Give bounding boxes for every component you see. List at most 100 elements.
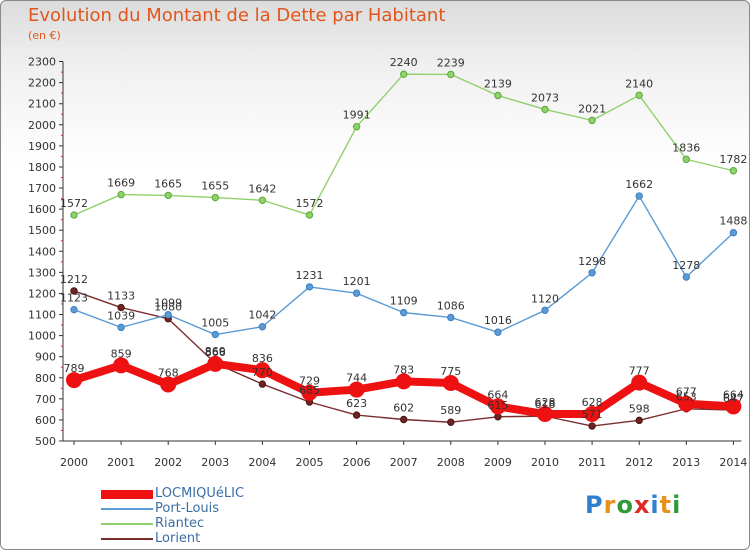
data-label: 1488 bbox=[719, 215, 747, 228]
data-point bbox=[211, 193, 220, 202]
data-label: 2240 bbox=[390, 56, 418, 69]
data-label: 571 bbox=[582, 408, 603, 421]
y-tick-label: 2000 bbox=[28, 119, 56, 132]
data-label: 1016 bbox=[484, 314, 512, 327]
x-tick-label: 2001 bbox=[107, 456, 135, 469]
data-label: 1298 bbox=[578, 255, 606, 268]
data-label: 1201 bbox=[343, 275, 371, 288]
y-tick-label: 2200 bbox=[28, 77, 56, 90]
y-tick-label: 1700 bbox=[28, 182, 56, 195]
data-label: 1039 bbox=[107, 309, 135, 322]
x-tick-label: 2005 bbox=[296, 456, 324, 469]
data-point bbox=[164, 311, 172, 319]
data-point bbox=[352, 122, 361, 131]
data-label: 1109 bbox=[390, 295, 418, 308]
chart-title: Evolution du Montant de la Dette par Hab… bbox=[28, 5, 446, 26]
data-labels: 1212 1133 1080 869 770 685 623 602 589 615 618 571 5… bbox=[60, 56, 747, 421]
data-point bbox=[541, 105, 549, 114]
data-label: 768 bbox=[158, 367, 179, 380]
data-point bbox=[588, 116, 596, 125]
legend-label: Port-Louis bbox=[155, 501, 220, 516]
logo-letter: x bbox=[633, 491, 651, 519]
data-label: 789 bbox=[64, 362, 85, 375]
data-label: 1042 bbox=[248, 309, 276, 322]
x-tick-label: 2002 bbox=[154, 456, 182, 469]
x-tick-label: 2007 bbox=[390, 456, 418, 469]
data-label: 1669 bbox=[107, 177, 135, 190]
data-point bbox=[352, 411, 361, 419]
data-label: 1782 bbox=[719, 153, 747, 166]
data-label: 628 bbox=[535, 396, 556, 409]
data-point bbox=[258, 380, 267, 388]
x-tick-label: 2004 bbox=[248, 456, 276, 469]
data-label: 602 bbox=[393, 401, 414, 414]
data-point bbox=[66, 372, 82, 389]
data-point bbox=[494, 328, 502, 336]
data-point bbox=[305, 283, 314, 291]
data-point bbox=[305, 211, 314, 219]
data-point bbox=[164, 191, 172, 200]
data-point bbox=[117, 323, 125, 332]
data-label: 1099 bbox=[154, 297, 182, 310]
data-point bbox=[301, 384, 318, 401]
data-point bbox=[447, 70, 455, 79]
legend-label: Riantec bbox=[155, 516, 205, 531]
series-layer bbox=[66, 70, 742, 430]
data-point bbox=[258, 196, 267, 204]
data-point bbox=[352, 289, 361, 297]
logo-letter: t bbox=[659, 491, 673, 519]
data-label: 677 bbox=[676, 386, 697, 399]
data-point bbox=[207, 355, 224, 372]
data-point bbox=[635, 416, 643, 425]
data-label: 2073 bbox=[531, 91, 559, 104]
data-point bbox=[725, 398, 742, 415]
data-label: 1133 bbox=[107, 290, 135, 303]
x-tick-label: 2011 bbox=[578, 456, 606, 469]
data-point bbox=[447, 313, 455, 322]
legend-swatch-port-louis bbox=[101, 508, 153, 510]
data-point bbox=[588, 269, 596, 277]
logo-letter: i bbox=[650, 491, 660, 519]
data-point bbox=[117, 303, 125, 312]
y-tick-label: 1100 bbox=[28, 309, 56, 322]
data-label: 1662 bbox=[625, 178, 653, 191]
data-label: 729 bbox=[299, 375, 320, 388]
data-label: 664 bbox=[487, 388, 508, 401]
data-label: 2021 bbox=[578, 102, 606, 115]
data-point bbox=[537, 406, 553, 423]
data-label: 1665 bbox=[154, 177, 182, 190]
data-point bbox=[400, 70, 408, 78]
y-tick-label: 900 bbox=[35, 351, 56, 364]
data-point bbox=[447, 418, 455, 426]
x-tick-label: 2000 bbox=[60, 456, 88, 469]
data-label: 1572 bbox=[60, 197, 88, 210]
data-point bbox=[254, 362, 271, 379]
x-tick-label: 2009 bbox=[484, 456, 512, 469]
data-point bbox=[541, 306, 549, 315]
data-point bbox=[113, 357, 130, 374]
data-label: 1086 bbox=[437, 299, 465, 312]
data-label: 685 bbox=[299, 384, 320, 397]
data-label: 1991 bbox=[343, 109, 371, 122]
data-point bbox=[400, 308, 408, 317]
data-label: 770 bbox=[252, 366, 273, 379]
data-point bbox=[395, 373, 412, 390]
logo-letter: P bbox=[585, 491, 604, 519]
y-tick-label: 1800 bbox=[28, 161, 56, 174]
data-label: 647 bbox=[723, 392, 744, 405]
data-point bbox=[682, 155, 690, 164]
data-label: 836 bbox=[252, 352, 273, 365]
data-point bbox=[211, 330, 220, 339]
data-point bbox=[635, 192, 643, 200]
x-tick-label: 2012 bbox=[625, 456, 653, 469]
data-label: 1120 bbox=[531, 292, 559, 305]
legend-label: LOCMIQUéLIC bbox=[155, 486, 245, 501]
data-point bbox=[70, 287, 78, 295]
data-label: 1005 bbox=[201, 317, 229, 330]
data-label: 775 bbox=[440, 365, 461, 378]
logo-letter: i bbox=[672, 491, 682, 519]
data-point bbox=[494, 91, 502, 100]
data-label: 1231 bbox=[296, 269, 324, 282]
y-tick-label: 1500 bbox=[28, 224, 56, 237]
